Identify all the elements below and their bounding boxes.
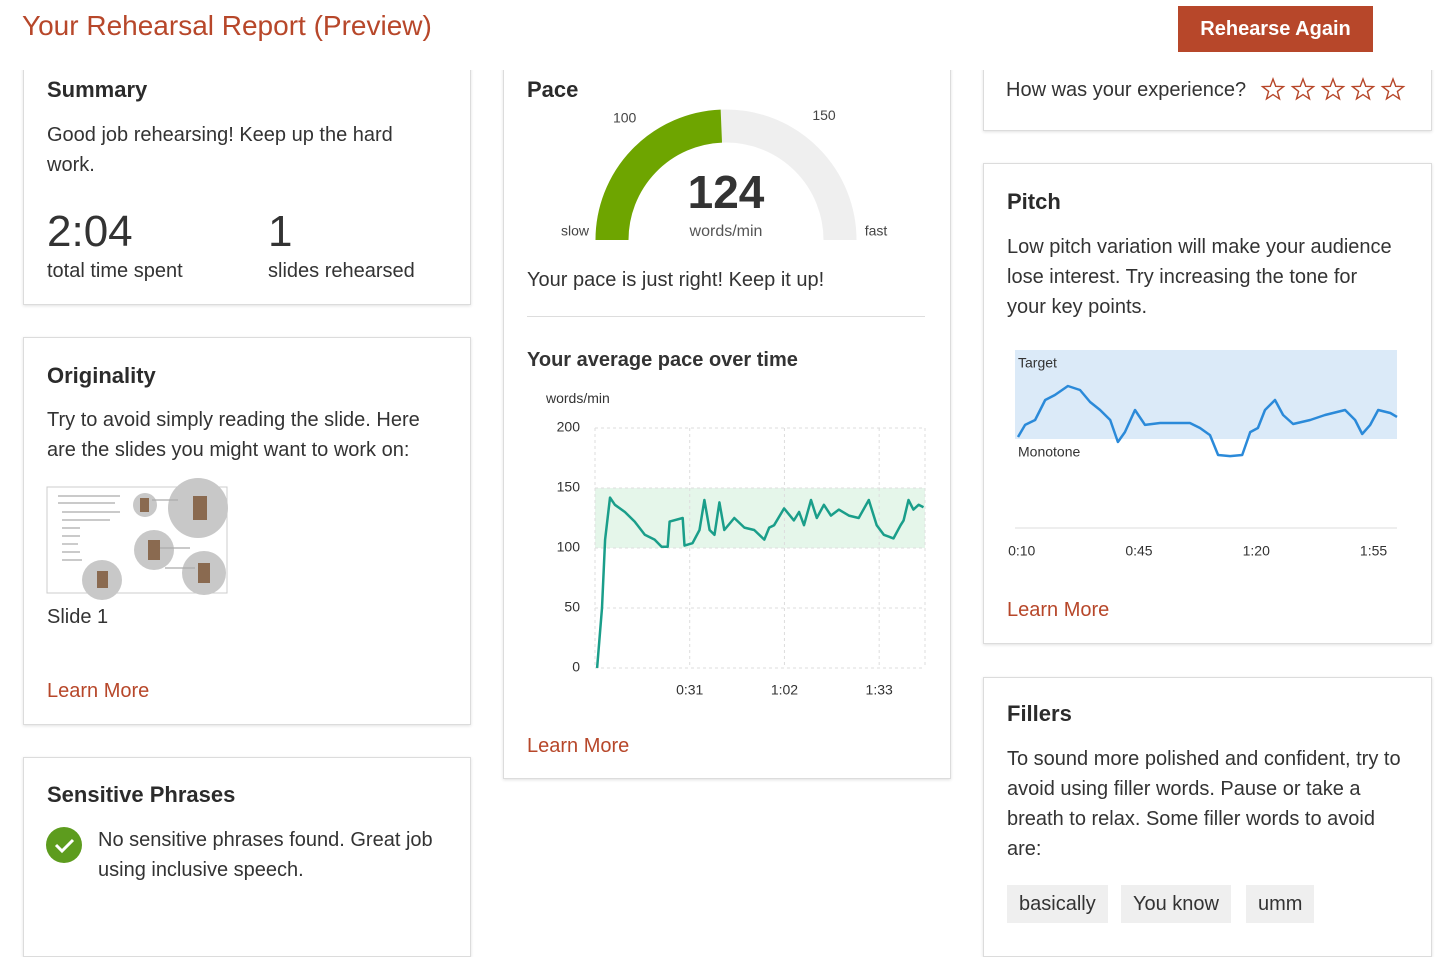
slide-label: Slide 1	[47, 606, 109, 628]
pace-card	[503, 40, 951, 779]
learn-more[interactable]: Learn More	[1007, 599, 1110, 621]
y-axis-label: words/min	[546, 390, 610, 406]
card-title: Fillers	[1007, 701, 1072, 726]
divider	[527, 316, 925, 317]
card-title: Pitch	[1007, 189, 1061, 214]
rehearse-button[interactable]: Rehearse Again	[1178, 6, 1373, 52]
rating-star[interactable]	[1260, 76, 1286, 101]
stat-label: slides rehearsed	[268, 260, 415, 282]
summary-card	[23, 40, 471, 305]
pace-message: Your pace is just right! Keep it up!	[527, 269, 825, 291]
card-title: Sensitive Phrases	[47, 782, 236, 807]
chart-title: Your average pace over time	[527, 349, 798, 371]
learn-more[interactable]: Learn More	[527, 735, 630, 757]
card-title: Summary	[47, 77, 148, 102]
stat-value: 2:04	[47, 207, 133, 256]
header: Your Rehearsal Report (Preview) Rehearse…	[0, 0, 1449, 70]
card-title: Originality	[47, 363, 156, 388]
originality-card	[23, 337, 471, 725]
experience-question: How was your experience?	[1006, 79, 1247, 101]
stat-value: 1	[268, 207, 293, 256]
card-title: Pace	[527, 77, 579, 102]
rating-star[interactable]	[1320, 76, 1346, 101]
card-text: No sensitive phrases found. Great job us…	[98, 829, 433, 881]
filler-chip: You know	[1121, 885, 1231, 923]
stat-label: total time spent	[47, 260, 183, 282]
card-text: Good job rehearsing! Keep up the hard wo…	[47, 124, 393, 176]
rating-star[interactable]	[1380, 76, 1406, 101]
card-text: Low pitch variation will make your audie…	[1007, 236, 1392, 318]
card-text: To sound more polished and confident, tr…	[1007, 748, 1401, 860]
card-text: Try to avoid simply reading the slide. H…	[47, 409, 420, 461]
filler-chip: umm	[1246, 885, 1315, 923]
report-title: Your Rehearsal Report (Preview)	[22, 10, 432, 41]
rating-star[interactable]	[1350, 76, 1376, 101]
rating-star[interactable]	[1290, 76, 1316, 101]
learn-more[interactable]: Learn More	[47, 680, 150, 702]
filler-chip: basically	[1007, 885, 1108, 923]
